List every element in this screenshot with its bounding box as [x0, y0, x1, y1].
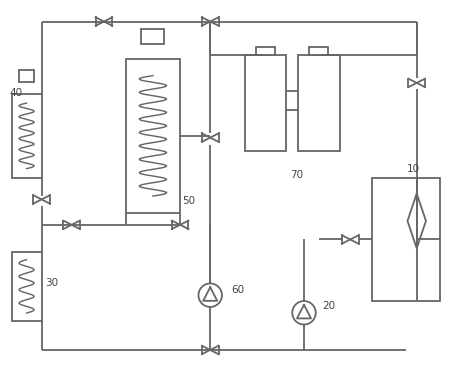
Bar	[12, 94, 42, 178]
Text: 10: 10	[407, 164, 419, 174]
Bar	[126, 59, 180, 213]
Bar	[141, 29, 164, 44]
Bar	[245, 55, 286, 151]
Text: 40: 40	[9, 88, 22, 98]
Text: 60: 60	[231, 285, 244, 296]
Bar	[310, 47, 328, 55]
Bar	[298, 55, 340, 151]
Text: 70: 70	[290, 170, 303, 180]
Text: 50: 50	[182, 196, 195, 206]
Circle shape	[199, 283, 222, 307]
Text: 30: 30	[45, 278, 58, 288]
Circle shape	[292, 301, 316, 325]
Bar	[256, 47, 275, 55]
Bar	[372, 178, 440, 301]
Bar	[19, 70, 34, 82]
Text: 20: 20	[322, 301, 335, 311]
Bar	[12, 252, 42, 321]
